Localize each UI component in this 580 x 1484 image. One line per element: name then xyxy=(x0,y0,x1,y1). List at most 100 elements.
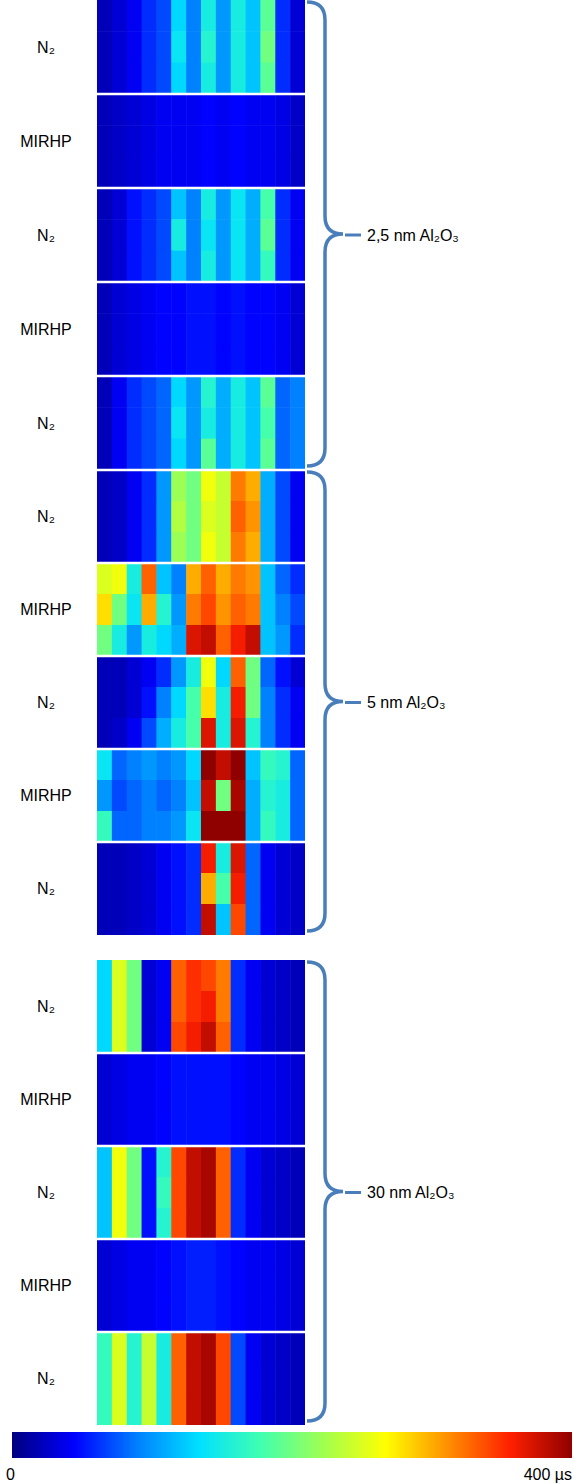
heatmap-cell xyxy=(201,1084,216,1116)
heatmap-cell xyxy=(112,594,127,626)
heatmap-cell xyxy=(142,188,157,220)
heatmap-cell xyxy=(260,63,275,94)
group-label: 5 nm Al₂O₃ xyxy=(367,694,446,711)
heatmap-cell xyxy=(216,842,231,874)
heatmap-cell xyxy=(112,282,127,314)
heatmap-cell xyxy=(246,594,261,626)
heatmap-cell xyxy=(290,1053,305,1085)
heatmap-cell xyxy=(201,282,216,314)
heatmap-cell xyxy=(127,811,142,842)
heatmap-cell xyxy=(186,1115,201,1146)
heatmap-cell xyxy=(186,1177,201,1209)
panel-label: N₂ xyxy=(37,998,55,1015)
heatmap-cell xyxy=(142,501,157,533)
heatmap-cell xyxy=(112,532,127,563)
heatmap-cell xyxy=(127,1363,142,1395)
heatmap-cell xyxy=(275,1332,290,1364)
heatmap-cell xyxy=(186,1084,201,1116)
heatmap-cell xyxy=(231,188,246,220)
heatmap-cell xyxy=(142,1208,157,1239)
heatmap-cell xyxy=(156,282,171,314)
heatmap-cell xyxy=(156,656,171,688)
panel-separator xyxy=(97,187,305,190)
heatmap-cell xyxy=(246,780,261,812)
heatmap-cell xyxy=(186,1146,201,1178)
heatmap-cell xyxy=(260,594,275,626)
heatmap-cell xyxy=(171,625,186,656)
heatmap-cell xyxy=(97,94,112,126)
heatmap-cell xyxy=(290,594,305,626)
heatmap-cell xyxy=(186,94,201,126)
heatmap-cell xyxy=(290,251,305,282)
heatmap-cell xyxy=(127,219,142,251)
heatmap-cell xyxy=(142,532,157,563)
heatmap-cell xyxy=(246,219,261,251)
heatmap-cell xyxy=(231,1053,246,1085)
heatmap-cell xyxy=(142,780,157,812)
heatmap-cell xyxy=(260,125,275,157)
heatmap-cell xyxy=(275,991,290,1023)
heatmap-cell xyxy=(171,904,186,935)
heatmap-cell xyxy=(186,188,201,220)
heatmap-cell xyxy=(142,219,157,251)
heatmap-cell xyxy=(97,749,112,781)
heatmap-cell xyxy=(275,1363,290,1395)
heatmap-cell xyxy=(127,563,142,595)
panel-label: MIRHP xyxy=(20,133,72,150)
heatmap-cell xyxy=(275,470,290,502)
heatmap-cell xyxy=(112,1332,127,1364)
heatmap-cell xyxy=(201,594,216,626)
heatmap-cell xyxy=(275,1084,290,1116)
heatmap-cell xyxy=(112,1177,127,1209)
heatmap-cell xyxy=(127,157,142,188)
heatmap-cell xyxy=(231,282,246,314)
heatmap-cell xyxy=(186,470,201,502)
heatmap-cell xyxy=(97,1208,112,1239)
heatmap-cell xyxy=(127,991,142,1023)
heatmap-cell xyxy=(186,1208,201,1239)
heatmap-cell xyxy=(290,563,305,595)
heatmap-cell xyxy=(127,63,142,94)
heatmap-cell xyxy=(231,960,246,992)
heatmap-cell xyxy=(142,687,157,719)
heatmap-cell xyxy=(231,1115,246,1146)
heatmap-cell xyxy=(186,749,201,781)
heatmap-cell xyxy=(216,251,231,282)
heatmap-cell xyxy=(275,1146,290,1178)
heatmap-cell xyxy=(112,1084,127,1116)
heatmap-cell xyxy=(142,376,157,408)
heatmap-cell xyxy=(171,439,186,470)
heatmap-cell xyxy=(127,0,142,32)
heatmap-cell xyxy=(97,1363,112,1395)
heatmap-cell xyxy=(231,687,246,719)
heatmap-cell xyxy=(186,904,201,935)
heatmap-cell xyxy=(127,188,142,220)
heatmap-cell xyxy=(201,873,216,905)
heatmap-cell xyxy=(260,1084,275,1116)
heatmap-cell xyxy=(186,251,201,282)
heatmap-cell xyxy=(246,1053,261,1085)
heatmap-cell xyxy=(171,251,186,282)
heatmap-cell xyxy=(127,282,142,314)
heatmap-cell xyxy=(186,625,201,656)
panel-label: MIRHP xyxy=(20,1091,72,1108)
heatmap-cell xyxy=(97,1022,112,1053)
heatmap-cell xyxy=(97,780,112,812)
heatmap-cell xyxy=(290,1363,305,1395)
heatmap-cell xyxy=(201,1270,216,1302)
heatmap-cell xyxy=(246,718,261,749)
heatmap-cell xyxy=(201,656,216,688)
heatmap-cell xyxy=(290,842,305,874)
heatmap-cell xyxy=(127,1301,142,1332)
heatmap-cell xyxy=(171,1208,186,1239)
heatmap-panel xyxy=(97,656,305,749)
heatmap-cell xyxy=(142,94,157,126)
heatmap-cell xyxy=(260,780,275,812)
heatmap-cell xyxy=(290,188,305,220)
heatmap-cell xyxy=(260,1208,275,1239)
heatmap-cell xyxy=(275,188,290,220)
heatmap-cell xyxy=(260,1270,275,1302)
heatmap-cell xyxy=(290,1146,305,1178)
heatmap-cell xyxy=(260,811,275,842)
heatmap-cell xyxy=(142,1270,157,1302)
